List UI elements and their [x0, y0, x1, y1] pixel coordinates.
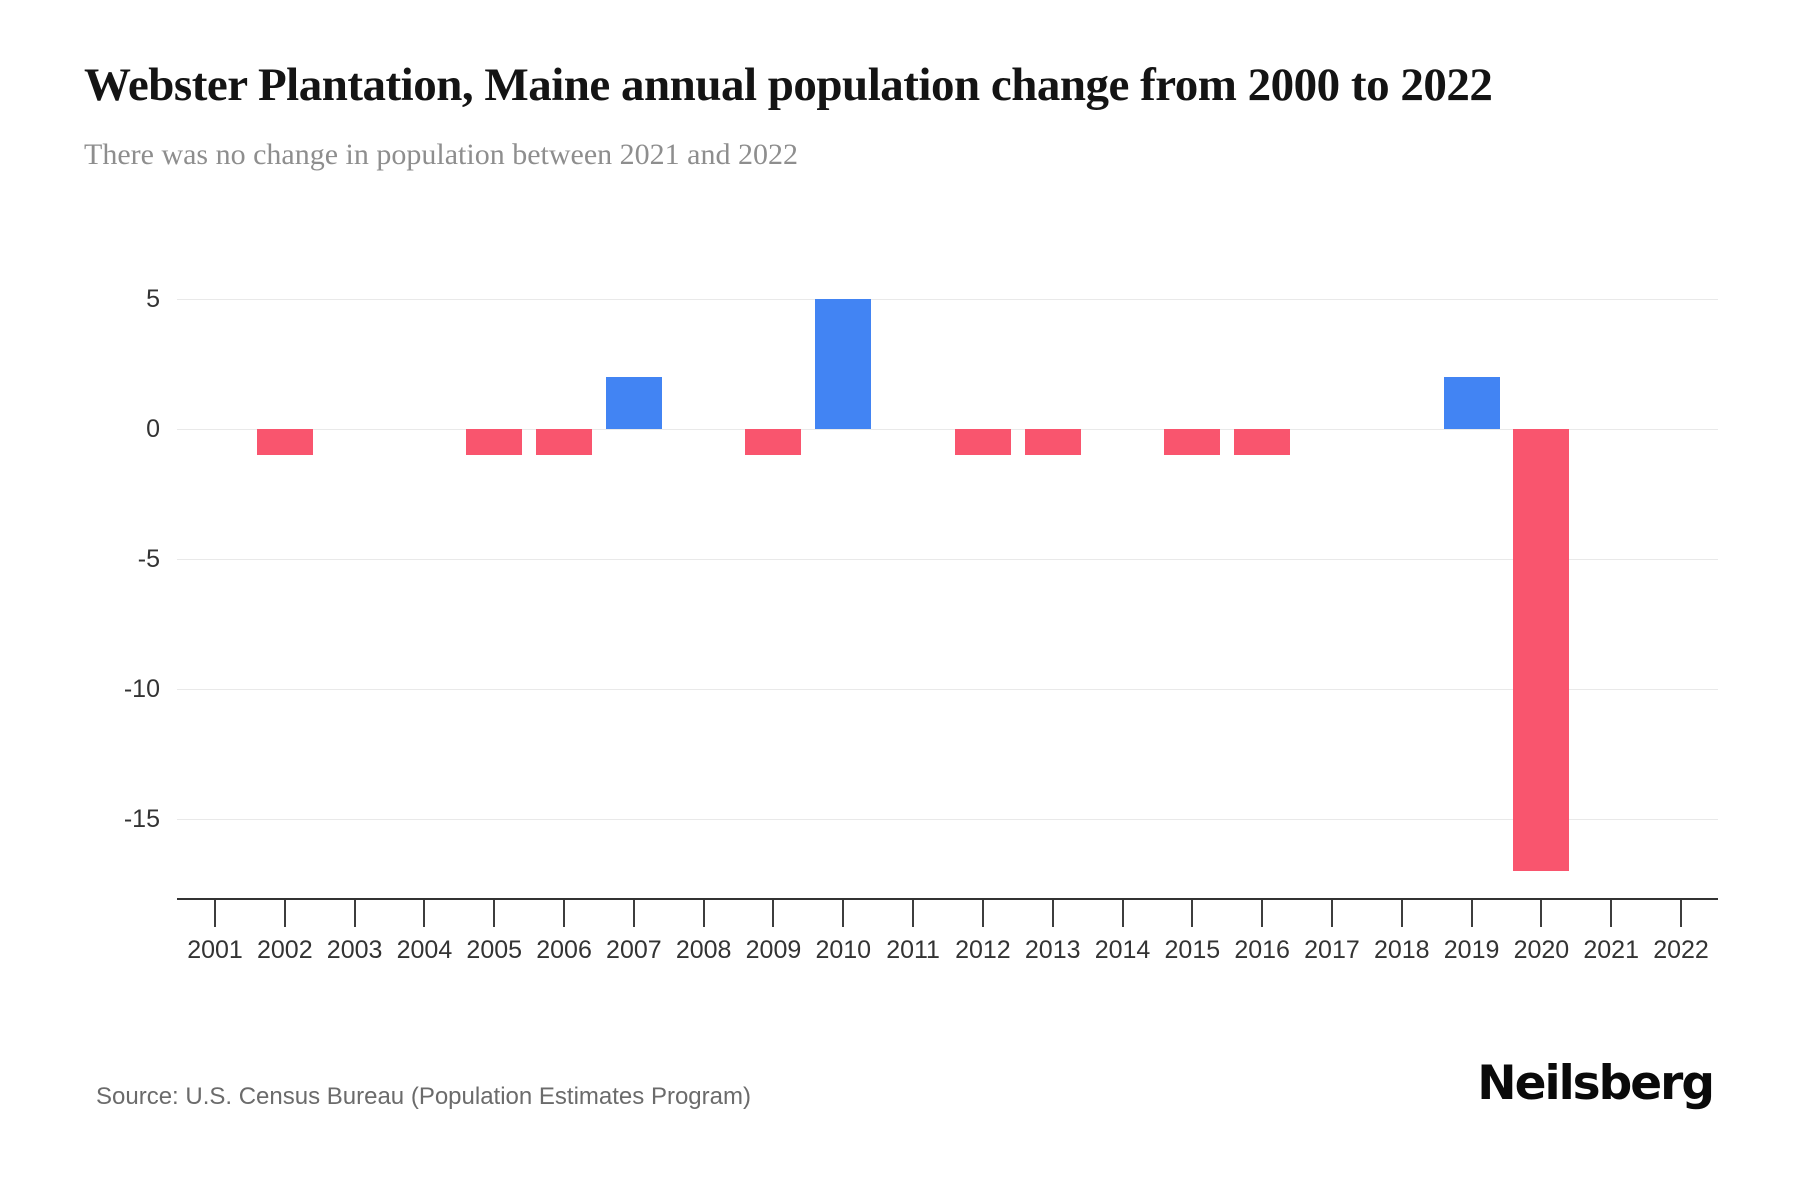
- x-axis-tick-label: 2006: [536, 936, 592, 964]
- x-axis-tick: [1540, 900, 1543, 927]
- y-gridline: [177, 299, 1718, 300]
- y-axis-tick-label: 0: [146, 415, 160, 443]
- x-axis-tick: [1330, 900, 1333, 927]
- x-axis-tick-label: 2009: [745, 936, 802, 964]
- bar-2016[interactable]: [1234, 429, 1291, 455]
- x-axis-tick-label: 2005: [466, 936, 523, 964]
- x-axis-tick-label: 2018: [1373, 936, 1430, 964]
- y-axis-tick-label: 5: [146, 285, 160, 313]
- x-axis-tick: [493, 900, 496, 927]
- bar-2005[interactable]: [466, 429, 523, 455]
- x-axis-tick-label: 2014: [1094, 936, 1151, 964]
- x-axis-tick: [912, 900, 915, 927]
- bar-2006[interactable]: [536, 429, 593, 455]
- x-axis-tick: [1470, 900, 1473, 927]
- x-axis-tick: [1191, 900, 1194, 927]
- x-axis-tick-label: 2017: [1304, 936, 1360, 964]
- x-axis-tick-label: 2021: [1583, 936, 1639, 964]
- x-axis-tick: [981, 900, 984, 927]
- x-axis-tick-label: 2003: [326, 936, 383, 964]
- x-axis-tick-label: 2001: [187, 936, 243, 964]
- brand-logo: Neilsberg: [1477, 1056, 1715, 1111]
- y-gridline: [177, 689, 1718, 690]
- x-axis-tick: [1121, 900, 1124, 927]
- x-axis-tick-label: 2011: [886, 936, 940, 964]
- y-gridline: [177, 559, 1718, 560]
- x-axis-line: [177, 898, 1718, 900]
- x-axis-tick-label: 2007: [606, 936, 662, 964]
- x-axis-tick: [423, 900, 426, 927]
- chart-subtitle: There was no change in population betwee…: [84, 138, 798, 171]
- bar-2012[interactable]: [954, 429, 1011, 455]
- x-axis-tick: [214, 900, 216, 927]
- x-axis-tick-label: 2022: [1653, 936, 1709, 964]
- bar-2013[interactable]: [1024, 429, 1081, 455]
- y-axis-tick-label: -15: [123, 805, 160, 833]
- x-axis-tick-label: 2015: [1164, 936, 1221, 964]
- x-axis-tick: [702, 900, 705, 927]
- x-axis-tick: [353, 900, 356, 927]
- bar-2019[interactable]: [1443, 377, 1500, 429]
- y-axis-tick-label: -10: [123, 675, 160, 703]
- x-axis-tick: [1610, 900, 1613, 927]
- bar-2020[interactable]: [1513, 429, 1570, 871]
- x-axis-tick-label: 2010: [815, 936, 872, 964]
- x-axis-tick-label: 2013: [1024, 936, 1081, 964]
- x-axis-tick: [563, 900, 566, 927]
- x-axis-tick-label: 2002: [256, 936, 313, 964]
- x-axis-tick: [1400, 900, 1403, 927]
- bar-2007[interactable]: [605, 377, 662, 429]
- x-axis-tick-label: 2008: [675, 936, 732, 964]
- x-axis-tick-label: 2012: [955, 936, 1011, 964]
- x-axis-tick-label: 2016: [1234, 936, 1290, 964]
- x-axis-tick: [1261, 900, 1264, 927]
- x-axis-tick-label: 2019: [1443, 936, 1500, 964]
- x-axis-tick: [632, 900, 635, 927]
- x-axis-tick-label: 2004: [396, 936, 453, 964]
- x-axis-tick-label: 2020: [1513, 936, 1570, 964]
- bar-2010[interactable]: [815, 299, 872, 429]
- source-note: Source: U.S. Census Bureau (Population E…: [96, 1083, 751, 1110]
- y-gridline: [177, 819, 1718, 820]
- x-axis-tick: [842, 900, 845, 927]
- bar-2009[interactable]: [745, 429, 802, 455]
- bar-2002[interactable]: [256, 429, 313, 455]
- x-axis-tick: [283, 900, 286, 927]
- y-gridline: [177, 429, 1718, 430]
- x-axis-tick: [1680, 900, 1682, 927]
- chart-title: Webster Plantation, Maine annual populat…: [84, 59, 1493, 111]
- y-axis-tick-label: -5: [137, 545, 160, 573]
- x-axis-tick: [772, 900, 775, 927]
- bar-2015[interactable]: [1164, 429, 1221, 455]
- x-axis-tick: [1051, 900, 1054, 927]
